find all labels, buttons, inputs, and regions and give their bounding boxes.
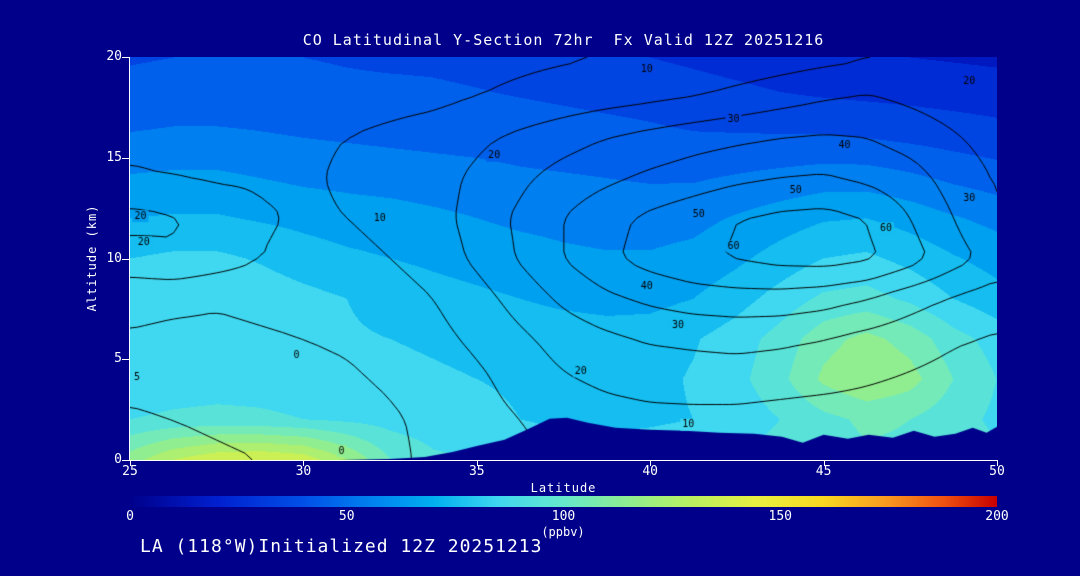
colorbar-tick-label: 50 <box>338 509 355 524</box>
x-tick-mark <box>476 460 478 466</box>
y-tick-mark <box>122 460 129 461</box>
x-tick-label: 25 <box>122 464 138 479</box>
x-tick-label: 50 <box>989 464 1005 479</box>
x-tick-mark <box>650 460 652 466</box>
colorbar-tick-label: 200 <box>985 509 1009 524</box>
x-axis-line <box>130 460 997 461</box>
colorbar-tick-label: 0 <box>126 509 134 524</box>
x-tick-label: 45 <box>815 464 832 479</box>
contour-plot-canvas <box>130 57 997 460</box>
y-tick-label: 20 <box>106 49 122 64</box>
colorbar-units-label: (ppbv) <box>541 525 585 539</box>
y-tick-mark <box>122 157 129 159</box>
x-axis-label: Latitude <box>530 481 597 495</box>
y-tick-label: 0 <box>114 452 122 467</box>
x-tick-label: 35 <box>468 464 485 479</box>
y-tick-label: 5 <box>114 351 122 367</box>
x-tick-mark <box>823 460 825 466</box>
colorbar-tick-label: 150 <box>768 509 792 524</box>
y-axis-line <box>129 57 130 461</box>
x-tick-mark <box>303 460 305 466</box>
x-tick-mark <box>997 460 998 466</box>
x-tick-mark <box>130 460 131 466</box>
chart-title: CO Latitudinal Y-Section 72hr Fx Valid 1… <box>302 31 825 49</box>
colorbar-canvas <box>130 496 997 507</box>
init-info-text: LA (118°W)Initialized 12Z 20251213 <box>140 536 543 557</box>
colorbar-tick-label: 100 <box>551 509 576 524</box>
x-tick-label: 40 <box>642 464 659 479</box>
x-tick-label: 30 <box>295 464 312 479</box>
y-tick-label: 15 <box>106 149 122 165</box>
y-tick-label: 10 <box>106 250 122 266</box>
y-tick-mark <box>122 258 129 260</box>
y-tick-mark <box>122 57 129 58</box>
y-tick-mark <box>122 359 129 361</box>
